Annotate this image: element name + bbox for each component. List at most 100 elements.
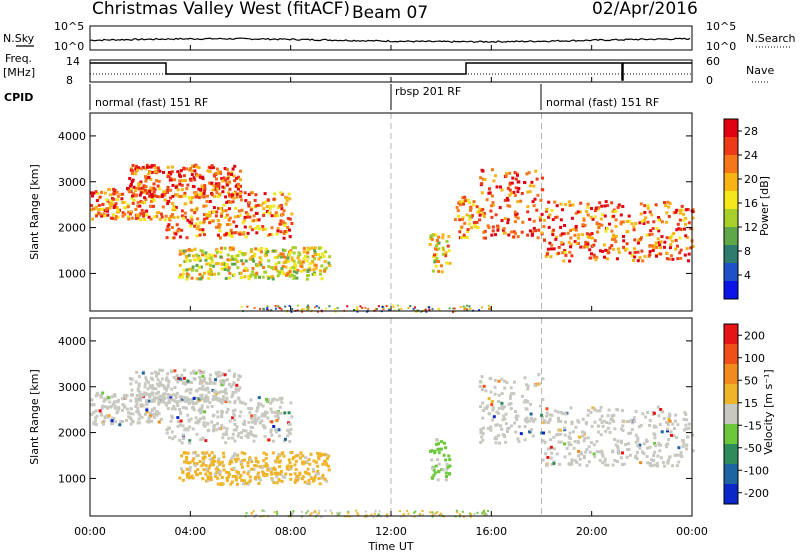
colorbar-swatch	[724, 384, 738, 405]
near-range-echo	[267, 309, 270, 312]
echo-cell	[430, 449, 434, 453]
echo-cell	[525, 172, 529, 176]
echo-cell	[268, 207, 272, 211]
echo-cell	[150, 205, 154, 208]
echo-cell	[121, 420, 124, 423]
echo-cell	[267, 438, 271, 442]
near-range-echo	[484, 512, 487, 515]
echo-cell	[667, 438, 671, 441]
echo-cell	[691, 216, 695, 220]
echo-cell	[206, 397, 210, 401]
echo-cell	[121, 192, 125, 196]
echo-cell	[674, 413, 678, 417]
echo-cell	[201, 384, 205, 388]
echo-cell	[276, 414, 280, 418]
echo-cell	[209, 256, 213, 260]
echo-cell	[606, 249, 610, 253]
near-range-echo	[356, 306, 359, 309]
echo-cell	[288, 228, 291, 232]
echo-cell	[314, 263, 318, 267]
echo-cell	[691, 433, 695, 437]
echo-cell	[196, 419, 200, 423]
echo-cell	[314, 266, 318, 270]
echo-cell	[181, 470, 185, 474]
echo-cell	[625, 420, 629, 424]
echo-cell	[251, 266, 255, 270]
echo-cell	[190, 164, 194, 168]
colorbar-swatch	[724, 444, 738, 465]
echo-cell	[149, 385, 153, 389]
echo-cell	[514, 177, 518, 181]
echo-cell	[614, 218, 618, 222]
echo-cell	[652, 454, 656, 457]
echo-cell	[466, 198, 470, 202]
echo-cell	[560, 232, 564, 236]
near-range-echo	[431, 511, 434, 514]
echo-cell	[288, 217, 292, 221]
echo-cell	[664, 420, 668, 424]
echo-cell	[207, 390, 211, 394]
near-range-echo	[284, 305, 287, 308]
echo-cell	[540, 212, 544, 216]
colorbar-tick-label: 16	[744, 197, 758, 210]
echo-cell	[319, 269, 322, 273]
echo-cell	[581, 434, 585, 438]
echo-cell	[228, 222, 232, 226]
echo-cell	[279, 230, 283, 234]
echo-cell	[186, 413, 190, 417]
echo-cell	[109, 204, 113, 208]
echo-cell	[228, 180, 231, 184]
echo-cell	[90, 208, 94, 212]
echo-cell	[648, 250, 652, 254]
echo-cell	[162, 384, 166, 388]
echo-cell	[112, 213, 115, 217]
echo-cell	[257, 477, 261, 481]
echo-cell	[437, 247, 441, 251]
echo-cell	[516, 235, 520, 239]
echo-cell	[262, 201, 266, 205]
echo-cell	[185, 455, 188, 459]
echo-cell	[286, 428, 290, 432]
echo-cell	[571, 203, 575, 207]
echo-cell	[575, 460, 579, 464]
echo-cell	[508, 193, 512, 197]
echo-cell	[504, 412, 508, 416]
echo-cell	[200, 404, 204, 408]
echo-cell	[156, 184, 160, 188]
echo-cell	[199, 371, 203, 375]
echo-cell	[646, 204, 650, 208]
echo-cell	[107, 414, 111, 418]
echo-cell	[221, 373, 225, 377]
echo-cell	[231, 393, 235, 397]
echo-cell	[436, 458, 440, 462]
echo-cell	[227, 218, 231, 222]
echo-cell	[248, 475, 252, 479]
echo-cell	[207, 276, 211, 280]
echo-cell	[135, 370, 139, 374]
echo-cell	[244, 199, 248, 203]
echo-cell	[262, 207, 266, 211]
echo-cell	[216, 249, 220, 253]
echo-cell	[144, 391, 148, 395]
x-tick-label: 16:00	[475, 525, 507, 538]
echo-cell	[212, 390, 216, 394]
echo-cell	[660, 220, 664, 224]
echo-cell	[162, 170, 165, 174]
near-range-echo	[347, 512, 350, 515]
echo-cell	[121, 214, 125, 218]
echo-cell	[445, 239, 449, 243]
echo-cell	[517, 425, 521, 429]
echo-cell	[228, 258, 232, 262]
echo-cell	[150, 399, 154, 403]
echo-cell	[615, 257, 619, 261]
echo-cell	[152, 415, 156, 419]
echo-cell	[508, 171, 512, 175]
echo-cell	[652, 246, 656, 250]
echo-cell	[627, 442, 630, 446]
echo-cell	[182, 167, 186, 171]
echo-cell	[225, 200, 229, 204]
echo-cell	[441, 246, 445, 250]
echo-cell	[214, 188, 218, 192]
echo-cell	[208, 377, 212, 381]
near-range-echo	[316, 513, 319, 516]
